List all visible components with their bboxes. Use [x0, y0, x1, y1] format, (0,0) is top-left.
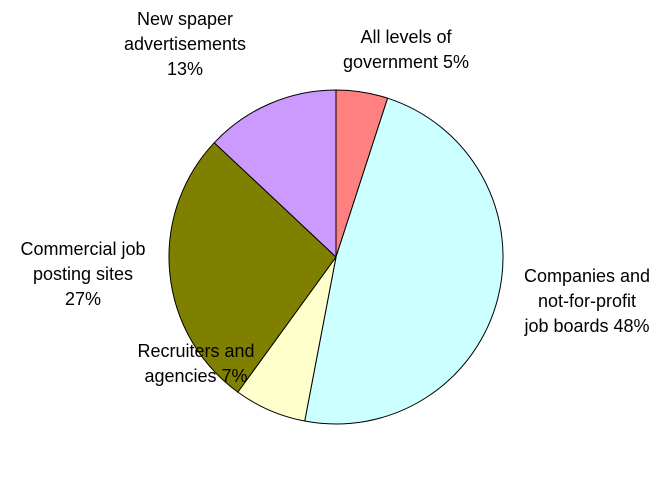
slice-label-line: Commercial job	[20, 239, 145, 259]
slice-label-line: All levels of	[360, 27, 452, 47]
slice-label-line: Companies and	[524, 266, 650, 286]
slice-label-line: 13%	[167, 59, 203, 79]
slice-label-3: Commercial job posting sites 27%	[20, 239, 145, 309]
pie-slice-4	[213, 89, 337, 259]
pie-slice-3	[168, 141, 337, 393]
slice-label-line: posting sites	[33, 264, 133, 284]
slice-label-line: 27%	[65, 289, 101, 309]
slice-label-1: Companies and not-for-profit job boards 48…	[523, 266, 650, 336]
slice-label-line: Recruiters and	[137, 341, 254, 361]
slice-label-line: New spaper	[137, 9, 233, 29]
slice-label-line: government 5%	[343, 52, 469, 72]
slice-label-2: Recruiters and agencies 7%	[137, 341, 254, 386]
pie-slices	[168, 89, 504, 425]
pie-slice-1	[304, 97, 504, 425]
slice-label-line: agencies 7%	[144, 366, 247, 386]
slice-label-0: All levels of government 5%	[343, 27, 469, 72]
slice-label-line: job boards 48%	[523, 316, 649, 336]
slice-label-line: not-for-profit	[538, 291, 636, 311]
slice-label-line: advertisements	[124, 34, 246, 54]
pie-labels: All levels of government 5% Companies and n…	[20, 9, 650, 386]
slice-label-4: New spaper advertisements 13%	[124, 9, 246, 79]
